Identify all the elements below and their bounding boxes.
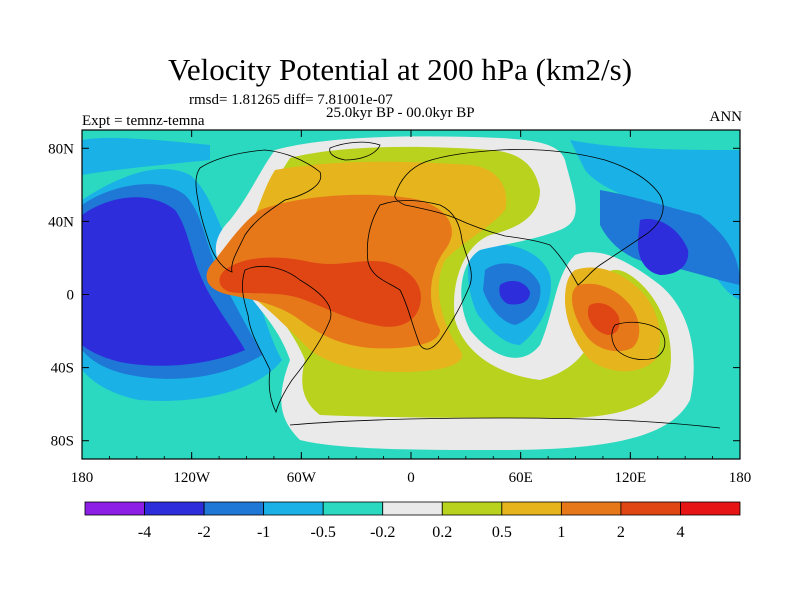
colorbar-label: 0.2 <box>432 524 452 541</box>
colorbar-swatch <box>501 501 562 516</box>
south-america-outline <box>242 266 332 414</box>
contour-fill-maritime-max <box>588 303 620 335</box>
y-tick-label: 80N <box>48 141 74 157</box>
eurasia-outline <box>394 149 664 286</box>
contour-fill-pacific-min <box>82 197 245 366</box>
x-tick-label: 180 <box>729 470 752 486</box>
experiment-label: Expt = temnz-temna <box>82 113 205 129</box>
chart-title: Velocity Potential at 200 hPa (km2/s) <box>167 52 633 87</box>
colorbar-swatch <box>322 501 384 516</box>
x-tick-label: 0 <box>407 470 415 486</box>
x-tick-label: 120W <box>173 470 211 486</box>
colorbar-label: 0.5 <box>492 524 512 541</box>
colorbar-swatch <box>382 501 443 516</box>
stats-label: rmsd= 1.81265 diff= 7.81001e-07 <box>189 92 393 108</box>
contour-fill-arctic-band <box>82 137 210 175</box>
contour-fill-indian-min <box>499 280 530 305</box>
y-tick-label: 40N <box>48 214 74 230</box>
colorbar-label: -2 <box>197 524 210 541</box>
season-label: ANN <box>709 109 743 125</box>
australia-outline <box>611 321 666 360</box>
period-label: 25.0kyr BP - 00.0kyr BP <box>326 105 475 121</box>
contour-fill-atlantic-max <box>219 257 421 327</box>
x-tick-label: 60W <box>287 470 317 486</box>
north-america-outline <box>195 149 322 273</box>
y-axis: 80N 40N 0 40S 80S <box>48 141 740 450</box>
y-tick-label: 80S <box>51 434 74 450</box>
y-tick-label: 0 <box>67 288 75 304</box>
x-axis: 180 120W 60W 0 60E 120E 180 <box>71 130 752 486</box>
contour-fields <box>82 130 740 459</box>
colorbar-label: 4 <box>676 524 684 541</box>
colorbar-swatch <box>560 501 622 516</box>
colorbar-swatch <box>441 501 503 516</box>
y-tick-label: 40S <box>51 361 74 377</box>
colorbar-label: 1 <box>557 524 565 541</box>
africa-outline <box>366 200 472 350</box>
colorbar-swatch <box>263 501 324 516</box>
colorbar-label: -0.2 <box>370 524 395 541</box>
x-tick-label: 180 <box>71 470 94 486</box>
colorbar: -4 -2 -1 -0.5 -0.2 0.2 0.5 1 2 4 <box>84 501 741 541</box>
greenland-outline <box>329 141 381 161</box>
colorbar-label: 2 <box>617 524 625 541</box>
contour-fill-wpac-outer <box>570 140 740 300</box>
x-tick-label: 120E <box>614 470 646 486</box>
colorbar-label: -0.5 <box>311 524 336 541</box>
colorbar-swatch <box>203 501 265 516</box>
coastlines <box>195 141 721 429</box>
colorbar-swatch <box>84 501 145 516</box>
x-tick-label: 60E <box>509 470 533 486</box>
colorbar-label: -4 <box>138 524 151 541</box>
colorbar-label: -1 <box>257 524 270 541</box>
contour-fill-wpac-min <box>637 219 689 275</box>
colorbar-swatch <box>144 501 205 516</box>
colorbar-swatch <box>620 501 681 516</box>
colorbar-swatch <box>680 501 741 516</box>
antarctica-outline <box>289 417 721 429</box>
